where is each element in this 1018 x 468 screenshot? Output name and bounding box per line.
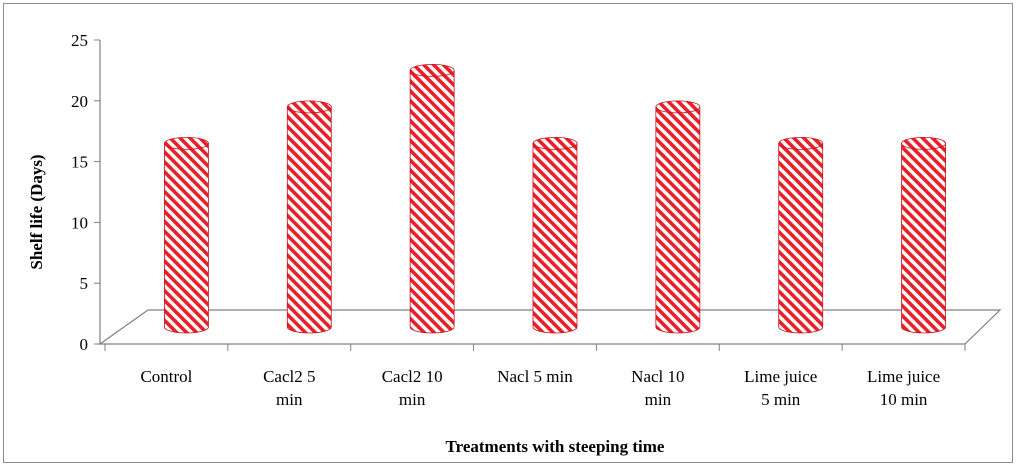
x-category-label: Control <box>140 367 192 386</box>
chart-floor <box>98 309 1002 345</box>
bar-top <box>532 136 578 150</box>
bar-top <box>655 100 701 114</box>
bar-cylinder <box>164 136 209 334</box>
bar-cylinder <box>901 136 946 334</box>
bar-top <box>409 64 455 77</box>
x-category-label: Cacl2 5 min <box>263 367 315 409</box>
bar-body <box>409 70 455 334</box>
y-tick-label: 10 <box>71 213 88 232</box>
bars <box>164 64 946 334</box>
y-axis: 0 5 10 15 20 25 <box>71 31 101 354</box>
y-tick-label: 0 <box>80 335 89 354</box>
bar-body <box>164 142 209 334</box>
y-tick-label: 25 <box>71 31 88 50</box>
bar-cylinder <box>778 136 824 334</box>
y-tick-label: 15 <box>71 153 88 172</box>
bar-top <box>778 136 824 150</box>
x-category-label: Lime juice 10 min <box>867 367 940 409</box>
x-category-label: Nacl 5 min <box>497 367 573 386</box>
y-tick-label: 5 <box>80 274 89 293</box>
y-tick-label: 20 <box>71 92 88 111</box>
x-category-label: Lime juice 5 min <box>744 367 817 409</box>
bar-body <box>286 106 332 334</box>
bar-top <box>164 136 209 150</box>
bar-body <box>901 142 946 334</box>
bar-top <box>286 100 332 114</box>
bar-cylinder <box>409 64 455 334</box>
y-axis-title: Shelf life (Days) <box>27 154 46 269</box>
bar-body <box>655 106 701 334</box>
x-axis-title: Treatments with steeping time <box>446 437 665 456</box>
bar-cylinder <box>286 100 332 334</box>
bar-body <box>532 142 578 334</box>
x-category-label: Cacl2 10 min <box>382 367 443 409</box>
bar-top <box>901 136 946 150</box>
bar-body <box>778 142 824 334</box>
x-category-label: Nacl 10 min <box>631 367 684 409</box>
x-axis-labels: Control Cacl2 5 min Cacl2 10 min Nacl 5 min Na… <box>104 344 966 409</box>
bar-cylinder <box>532 136 578 334</box>
floor-outline <box>98 309 1002 345</box>
bar-cylinder <box>655 100 701 334</box>
